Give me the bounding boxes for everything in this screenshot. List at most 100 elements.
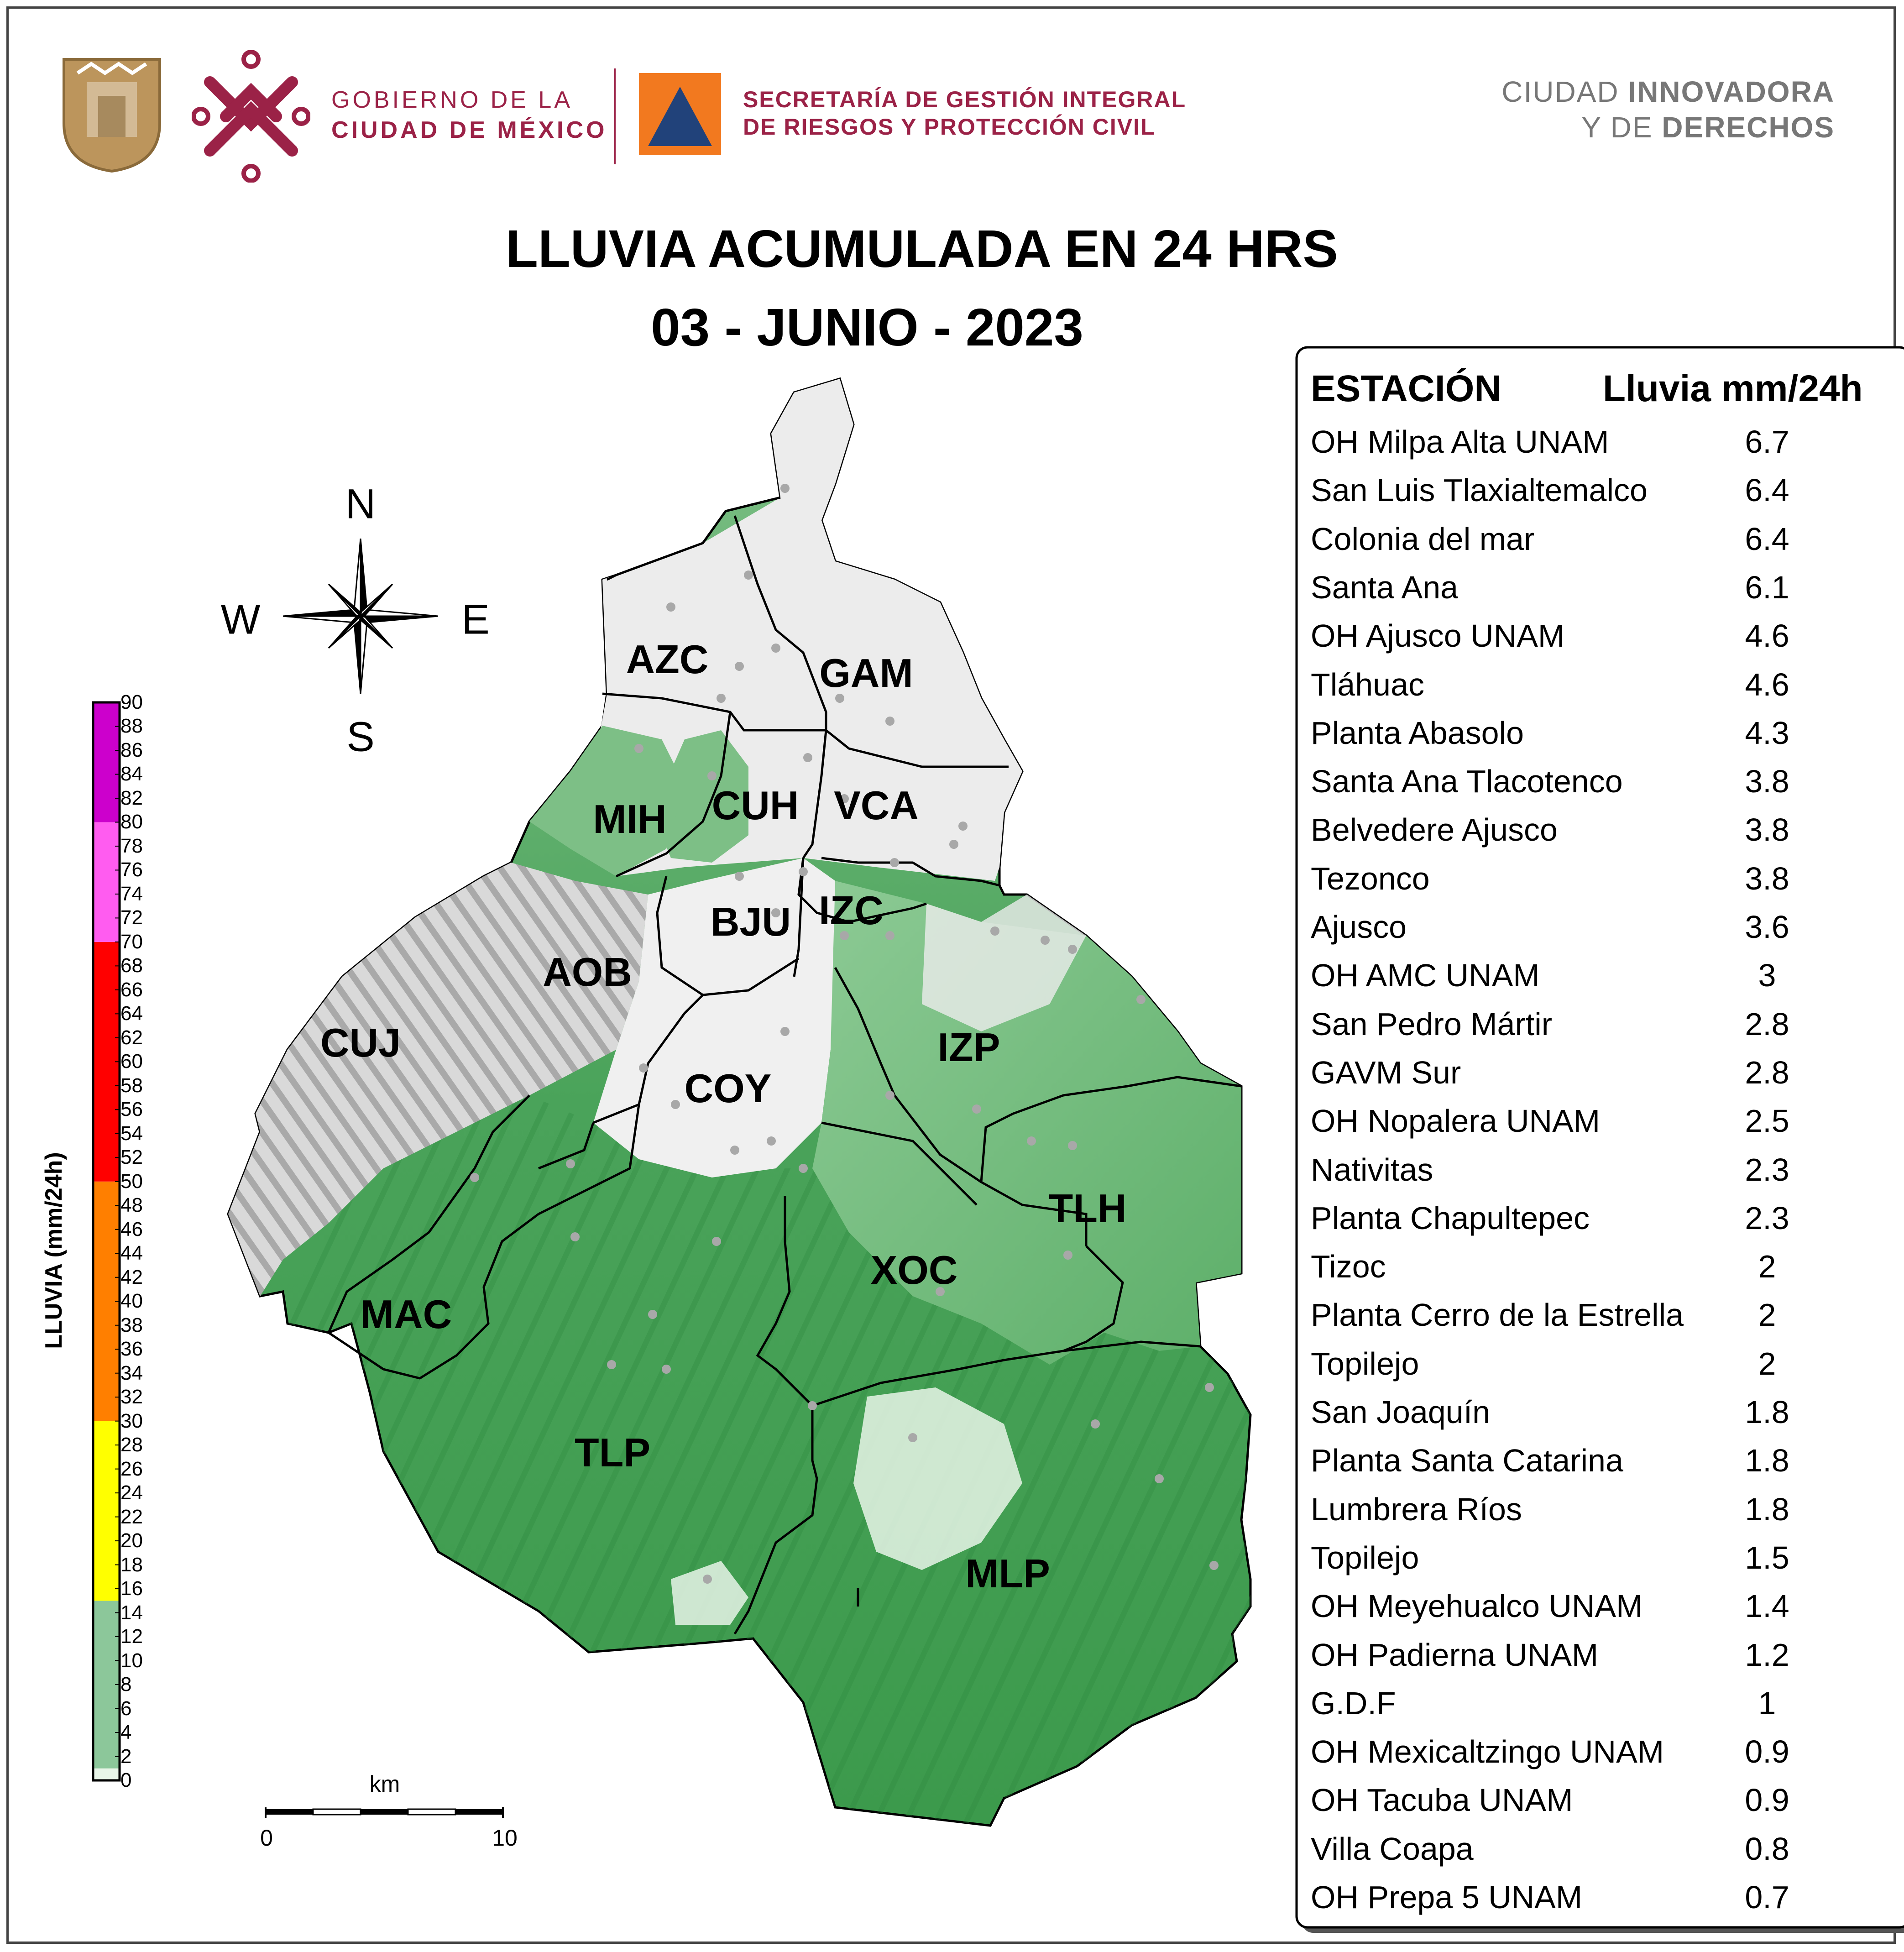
colorbar-tick-label: 16 bbox=[120, 1577, 143, 1600]
rain-value: 1.2 bbox=[1745, 1637, 1789, 1673]
scale-unit: km bbox=[369, 1771, 400, 1797]
table-row: San Luis Tlaxialtemalco 6.4 bbox=[1311, 472, 1904, 518]
station-name: Nativitas bbox=[1311, 1151, 1433, 1188]
colorbar-tick-label: 68 bbox=[120, 954, 143, 977]
colorbar-tick-label: 48 bbox=[120, 1194, 143, 1217]
table-row: OH Nopalera UNAM 2.5 bbox=[1311, 1103, 1904, 1148]
colorbar-band bbox=[93, 1768, 120, 1780]
station-name: Planta Santa Catarina bbox=[1311, 1443, 1623, 1479]
station-name: OH Mexicaltzingo UNAM bbox=[1311, 1734, 1664, 1770]
colorbar-tick-label: 30 bbox=[120, 1409, 143, 1432]
colorbar-tick-label: 14 bbox=[120, 1601, 143, 1624]
colorbar-tick-label: 42 bbox=[120, 1266, 143, 1288]
table-row: Topilejo 2 bbox=[1311, 1345, 1904, 1391]
station-name: Ajusco bbox=[1311, 909, 1407, 945]
colorbar-tick-label: 60 bbox=[120, 1050, 143, 1073]
rain-value: 1.8 bbox=[1745, 1443, 1789, 1479]
table-row: Nativitas 2.3 bbox=[1311, 1151, 1904, 1197]
slogan-part-4: DERECHOS bbox=[1662, 111, 1835, 144]
station-name: Villa Coapa bbox=[1311, 1831, 1474, 1867]
station-name: Planta Cerro de la Estrella bbox=[1311, 1297, 1684, 1333]
colorbar-frame bbox=[92, 701, 121, 1782]
alcaldia-label: AZC bbox=[626, 637, 709, 682]
rain-value: 3.8 bbox=[1745, 812, 1789, 848]
alcaldia-boundaries bbox=[327, 496, 1242, 1635]
alcaldia-label: GAM bbox=[819, 650, 913, 696]
map-title: LLUVIA ACUMULADA EN 24 HRS bbox=[506, 219, 1338, 278]
rain-value: 1.8 bbox=[1745, 1491, 1789, 1527]
table-row: Lumbrera Ríos 1.8 bbox=[1311, 1491, 1904, 1537]
colorbar-band bbox=[93, 702, 120, 822]
colorbar-tick-label: 90 bbox=[120, 691, 143, 713]
alcaldia-label: CUJ bbox=[320, 1020, 401, 1065]
colorbar-tick-label: 82 bbox=[120, 786, 143, 809]
header-divider bbox=[614, 68, 616, 164]
colorbar-tick-label: 36 bbox=[120, 1338, 143, 1361]
scale-end: 10 bbox=[492, 1825, 518, 1851]
government-name: GOBIERNO DE LA CIUDAD DE MÉXICO bbox=[331, 85, 607, 145]
table-row: Villa Coapa 0.8 bbox=[1311, 1831, 1904, 1876]
colorbar-tick-label: 70 bbox=[120, 930, 143, 953]
table-row: Colonia del mar 6.4 bbox=[1311, 521, 1904, 566]
rain-value: 2.8 bbox=[1745, 1054, 1789, 1090]
slogan-part-1: CIUDAD bbox=[1501, 75, 1628, 108]
table-row: Planta Abasolo 4.3 bbox=[1311, 715, 1904, 760]
station-name: Planta Chapultepec bbox=[1311, 1200, 1590, 1236]
colorbar-tick-label: 86 bbox=[120, 738, 143, 761]
colorbar-tick-label: 66 bbox=[120, 978, 143, 1001]
rain-value: 2.8 bbox=[1745, 1006, 1789, 1042]
colorbar-tick-label: 46 bbox=[120, 1218, 143, 1240]
rain-value: 3.8 bbox=[1745, 860, 1789, 896]
table-row: Tezonco 3.8 bbox=[1311, 860, 1904, 906]
rain-value: 0.7 bbox=[1745, 1879, 1789, 1915]
rain-value: 2 bbox=[1758, 1249, 1776, 1285]
alcaldia-label: VCA bbox=[834, 783, 919, 828]
station-name: Lumbrera Ríos bbox=[1311, 1491, 1522, 1527]
colorbar bbox=[92, 701, 121, 1782]
alcaldia-label: CUH bbox=[711, 783, 799, 828]
scale-start: 0 bbox=[260, 1825, 273, 1851]
colorbar-tick-label: 12 bbox=[120, 1625, 143, 1648]
station-name: Planta Abasolo bbox=[1311, 715, 1524, 751]
southern-relief-texture bbox=[283, 1095, 1250, 1826]
rain-value: 4.3 bbox=[1745, 715, 1789, 751]
secretaria-line-1: SECRETARÍA DE GESTIÓN INTEGRAL bbox=[743, 87, 1187, 112]
table-row: Topilejo 1.5 bbox=[1311, 1539, 1904, 1585]
alcaldia-label: TLP bbox=[574, 1430, 651, 1475]
table-row: San Joaquín 1.8 bbox=[1311, 1394, 1904, 1439]
station-name: G.D.F bbox=[1311, 1685, 1396, 1721]
colorbar-tick-label: 24 bbox=[120, 1481, 143, 1504]
colorbar-tick-label: 78 bbox=[120, 834, 143, 857]
header-rain: Lluvia mm/24h bbox=[1603, 368, 1863, 409]
table-row: OH Meyehualco UNAM 1.4 bbox=[1311, 1588, 1904, 1633]
compass-east: E bbox=[461, 596, 490, 643]
table-row: OH Padierna UNAM 1.2 bbox=[1311, 1637, 1904, 1682]
rain-value: 2 bbox=[1758, 1345, 1776, 1382]
table-row: Tláhuac 4.6 bbox=[1311, 666, 1904, 712]
table-row: Planta Santa Catarina 1.8 bbox=[1311, 1442, 1904, 1488]
station-name: OH AMC UNAM bbox=[1311, 958, 1540, 994]
light-patch-mlp bbox=[853, 1387, 1022, 1570]
colorbar-tick-label: 28 bbox=[120, 1434, 143, 1456]
rain-value: 1.5 bbox=[1745, 1539, 1789, 1575]
colorbar-tick-label: 26 bbox=[120, 1457, 143, 1480]
table-header: ESTACIÓN Lluvia mm/24h bbox=[1311, 367, 1904, 413]
green-patch-mih bbox=[529, 726, 685, 876]
table-row: OH Mexicaltzingo UNAM 0.9 bbox=[1311, 1733, 1904, 1779]
colorbar-tick-label: 38 bbox=[120, 1314, 143, 1336]
table-row: OH Tacuba UNAM 0.9 bbox=[1311, 1782, 1904, 1827]
alcaldia-label: BJU bbox=[710, 899, 791, 944]
station-name: Topilejo bbox=[1311, 1539, 1419, 1575]
station-name: GAVM Sur bbox=[1311, 1054, 1461, 1090]
colorbar-tick-label: 88 bbox=[120, 715, 143, 738]
alcaldia-label: IZC bbox=[819, 888, 884, 933]
station-name: OH Prepa 5 UNAM bbox=[1311, 1879, 1583, 1915]
table-row: Planta Cerro de la Estrella 2 bbox=[1311, 1297, 1904, 1342]
station-name: Santa Ana Tlacotenco bbox=[1311, 764, 1623, 800]
western-relief bbox=[228, 863, 648, 1296]
station-name: Colonia del mar bbox=[1311, 521, 1535, 557]
station-name: OH Meyehualco UNAM bbox=[1311, 1588, 1643, 1624]
rain-value: 6.1 bbox=[1745, 569, 1789, 605]
alcaldia-label: TLH bbox=[1048, 1186, 1127, 1231]
